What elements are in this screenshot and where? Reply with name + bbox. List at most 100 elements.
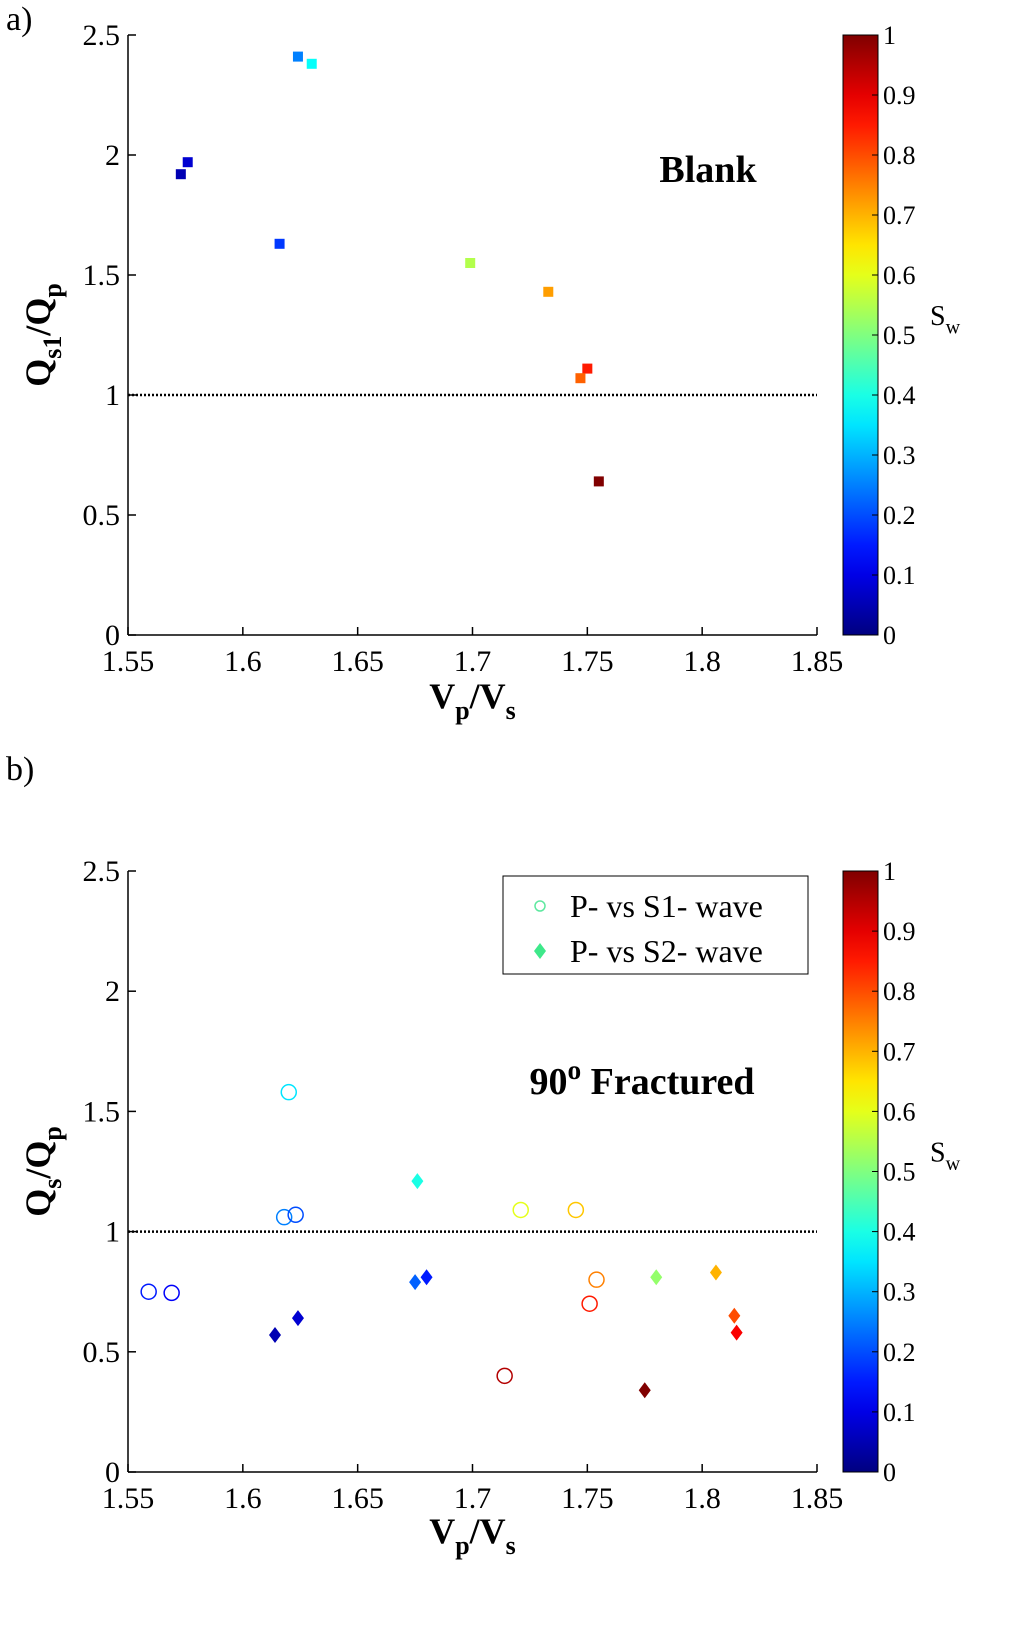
colorbar-label: Sw — [930, 1138, 961, 1175]
colorbar-tick-label: 1 — [883, 857, 896, 886]
point — [567, 1201, 585, 1219]
point — [543, 286, 554, 297]
point — [274, 238, 285, 249]
colorbar-tick-label: 0.4 — [883, 1218, 916, 1247]
panel: b) 1.55 1.6 1.65 1.7 1.75 1.8 1.85 0 0.5 1 1.5 2 2.5 V… — [6, 751, 961, 1560]
colorbar-tick-label: 0.4 — [883, 381, 916, 410]
y-tick-label: 2.5 — [83, 855, 121, 888]
point — [275, 1208, 293, 1226]
y-tick-label: 1.5 — [83, 1095, 121, 1128]
legend-marker — [534, 943, 546, 959]
point — [638, 1382, 651, 1399]
y-tick-label: 1.5 — [83, 259, 121, 292]
x-axis-label-part: /V — [469, 1511, 506, 1551]
y-axis-label-part: /Q — [18, 298, 58, 337]
colorbar-tick-label: 1 — [883, 21, 896, 50]
y-tick-label: 2.5 — [83, 19, 121, 52]
point — [593, 476, 604, 487]
annotation-part: o — [567, 1055, 581, 1085]
colorbar-tick-label: 0.1 — [883, 1398, 916, 1427]
point — [140, 1283, 157, 1300]
y-tick-label: 1 — [105, 379, 120, 412]
colorbar-label-part: S — [930, 301, 946, 332]
x-tick-label: 1.55 — [102, 645, 155, 678]
panel-label: a) — [6, 1, 32, 38]
x-tick-label: 1.85 — [791, 1482, 844, 1515]
x-tick-label: 1.75 — [561, 1482, 614, 1515]
y-tick-label: 0 — [105, 619, 120, 652]
legend-label: P- vs S2- wave — [570, 933, 763, 969]
panel: a) 1.55 1.6 1.65 1.7 1.75 1.8 1.85 0 0.5 1 1.5 2 2.5 V… — [6, 1, 961, 725]
point — [512, 1201, 529, 1219]
colorbar-tick-label: 0.8 — [883, 141, 916, 170]
annotation-part: Fractured — [581, 1061, 754, 1103]
point — [650, 1269, 663, 1286]
x-tick-label: 1.75 — [561, 645, 614, 678]
x-tick-label: 1.55 — [102, 1482, 155, 1515]
colorbar-label-part: w — [946, 316, 961, 338]
x-tick-label: 1.7 — [454, 1482, 492, 1515]
x-axis-label-part: p — [455, 696, 469, 725]
x-tick-label: 1.8 — [683, 1482, 721, 1515]
point — [163, 1284, 180, 1302]
x-tick-label: 1.6 — [224, 645, 262, 678]
point — [411, 1173, 424, 1190]
point — [582, 363, 593, 374]
colorbar-tick-label: 0.8 — [883, 977, 916, 1006]
x-axis-label: Vp/Vs — [429, 676, 516, 725]
x-axis-label-part: /V — [469, 676, 506, 716]
x-tick-label: 1.85 — [791, 645, 844, 678]
colorbar-tick-label: 0 — [883, 1458, 896, 1487]
y-axis-label: Qs/Qp — [18, 1126, 67, 1217]
y-axis-label-part: p — [38, 283, 67, 297]
y-axis-label-part: p — [38, 1126, 67, 1140]
legend-marker — [534, 900, 546, 912]
y-axis-label-part: s1 — [38, 336, 67, 359]
colorbar-tick-label: 0.3 — [883, 441, 916, 470]
colorbar-tick-label: 0.2 — [883, 501, 916, 530]
point — [280, 1083, 298, 1101]
panel-label: b) — [6, 751, 34, 788]
x-tick-label: 1.65 — [331, 645, 384, 678]
y-axis-label-part: s — [38, 1179, 67, 1189]
legend-label: P- vs S1- wave — [570, 888, 763, 924]
colorbar-tick-label: 0.1 — [883, 561, 916, 590]
point — [420, 1269, 433, 1286]
x-tick-label: 1.8 — [683, 645, 721, 678]
point — [292, 51, 303, 62]
x-axis-label-part: s — [506, 1531, 516, 1560]
point — [728, 1307, 741, 1324]
x-tick-label: 1.6 — [224, 1482, 262, 1515]
colorbar-tick-label: 0.3 — [883, 1278, 916, 1307]
y-axis-label-part: /Q — [18, 1141, 58, 1180]
colorbar-tick-label: 0.7 — [883, 1037, 916, 1066]
point — [409, 1274, 422, 1291]
point — [588, 1271, 605, 1288]
point — [581, 1295, 598, 1312]
point — [709, 1264, 722, 1281]
point — [182, 157, 193, 168]
colorbar-tick-label: 0.5 — [883, 321, 916, 350]
legend: P- vs S1- wave P- vs S2- wave — [502, 875, 809, 975]
y-tick-label: 2 — [105, 139, 120, 172]
legend-box — [502, 875, 809, 975]
annotation-part: 90 — [529, 1061, 567, 1103]
colorbar-tick-label: 0.6 — [883, 1097, 916, 1126]
colorbar-tick-label: 0.6 — [883, 261, 916, 290]
colorbar-label-part: S — [930, 1138, 946, 1169]
annotation-part: Blank — [659, 149, 757, 191]
x-tick-label: 1.65 — [331, 1482, 384, 1515]
annotation: 90o Fractured — [529, 1055, 754, 1103]
x-axis-label-part: s — [506, 696, 516, 725]
y-tick-label: 0.5 — [83, 499, 121, 532]
colorbar-tick-label: 0.2 — [883, 1338, 916, 1367]
colorbar-tick-label: 0.9 — [883, 81, 916, 110]
point — [291, 1310, 304, 1327]
colorbar-tick-label: 0.7 — [883, 201, 916, 230]
y-tick-label: 1 — [105, 1216, 120, 1249]
y-axis-label-part: Q — [18, 1189, 58, 1217]
colorbar-label-part: w — [946, 1153, 961, 1175]
colorbar-tick-label: 0.5 — [883, 1158, 916, 1187]
